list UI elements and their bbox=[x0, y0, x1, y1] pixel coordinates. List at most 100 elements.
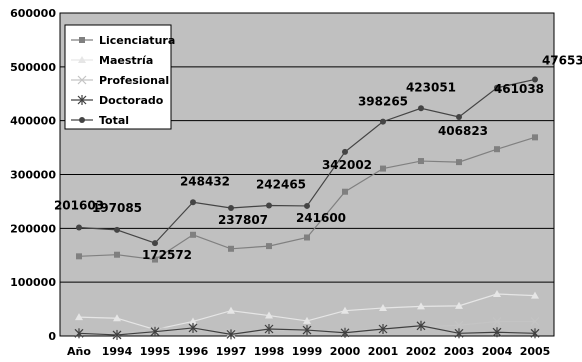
point-maestr-a-9 bbox=[417, 302, 425, 310]
legend-label-maestr-a: Maestría bbox=[99, 54, 153, 67]
point-total-3 bbox=[190, 199, 196, 206]
point-licenciatura-12 bbox=[532, 134, 538, 141]
y-tick-label-1: 100000 bbox=[10, 276, 56, 289]
point-doctorado-1 bbox=[112, 329, 122, 340]
point-doctorado-6 bbox=[302, 325, 312, 336]
point-maestr-a-5 bbox=[265, 311, 273, 319]
x-tick-label-9: 2002 bbox=[406, 345, 437, 358]
point-licenciatura-9 bbox=[418, 158, 424, 165]
legend-label-profesional: Profesional bbox=[99, 74, 169, 87]
y-axis-ticks: 0 100000 200000 300000 400000 500000 600000 bbox=[10, 7, 56, 343]
point-total-4 bbox=[228, 204, 234, 211]
legend-label-total: Total bbox=[99, 114, 129, 127]
point-profesional-11 bbox=[492, 317, 502, 326]
point-maestr-a-4 bbox=[227, 306, 235, 314]
point-maestr-a-12 bbox=[531, 291, 539, 299]
point-licenciatura-8 bbox=[380, 165, 386, 172]
point-doctorado-7 bbox=[340, 327, 350, 338]
legend-marker-licenciatura bbox=[79, 37, 85, 43]
point-maestr-a-1 bbox=[113, 314, 121, 322]
x-tick-label-1: 1994 bbox=[102, 345, 133, 358]
legend-marker-profesional bbox=[77, 75, 87, 85]
y-tick-label-6: 600000 bbox=[10, 7, 56, 20]
legend-marker-maestr-a bbox=[78, 56, 86, 63]
point-total-7 bbox=[342, 148, 348, 155]
point-licenciatura-6 bbox=[304, 234, 310, 241]
point-total-1 bbox=[114, 226, 120, 233]
data-label-8: 398265 bbox=[358, 95, 408, 109]
point-doctorado-9 bbox=[416, 320, 426, 331]
point-profesional-11-b bbox=[492, 317, 502, 326]
point-total-2 bbox=[152, 240, 158, 247]
data-label-9: 423051 bbox=[406, 80, 456, 94]
legend: Licenciatura Maestría Profesional Doctorado… bbox=[64, 24, 175, 130]
x-tick-label-11: 2004 bbox=[482, 345, 513, 358]
y-tick-label-4: 400000 bbox=[10, 115, 56, 128]
x-tick-label-10: 2003 bbox=[444, 345, 475, 358]
point-profesional-10-b bbox=[454, 320, 464, 330]
point-total-8 bbox=[380, 118, 386, 125]
data-label-4: 237807 bbox=[218, 213, 268, 227]
data-label-5: 242465 bbox=[256, 177, 306, 191]
point-licenciatura-7 bbox=[342, 188, 348, 195]
point-maestr-a-11 bbox=[493, 290, 501, 298]
point-doctorado-2 bbox=[150, 326, 160, 337]
data-label-7: 342002 bbox=[322, 158, 372, 172]
point-total-0 bbox=[76, 224, 82, 231]
point-total-6 bbox=[304, 202, 310, 209]
data-label-6: 241600 bbox=[296, 211, 346, 225]
point-maestr-a-3 bbox=[189, 317, 197, 325]
point-profesional-12-b bbox=[530, 317, 540, 326]
point-total-9 bbox=[418, 105, 424, 112]
legend-label-licenciatura: Licenciatura bbox=[99, 34, 175, 47]
x-tick-label-8: 2001 bbox=[368, 345, 399, 358]
point-maestr-a-6 bbox=[303, 316, 311, 324]
point-maestr-a-7 bbox=[341, 306, 349, 314]
point-licenciatura-5 bbox=[266, 243, 272, 250]
point-doctorado-4 bbox=[226, 329, 236, 340]
x-tick-label-7: 2000 bbox=[330, 345, 361, 358]
y-tick-label-3: 300000 bbox=[10, 169, 56, 182]
legend-marker-total bbox=[79, 117, 85, 123]
data-label-12: 476538 bbox=[542, 53, 582, 67]
x-tick-label-5: 1998 bbox=[254, 345, 285, 358]
point-licenciatura-2 bbox=[152, 256, 158, 263]
y-tick-label-2: 200000 bbox=[10, 222, 56, 235]
data-label-0: 201603 bbox=[54, 198, 104, 212]
legend-marker-profesional-b bbox=[77, 75, 87, 85]
x-tick-label-0: Año bbox=[67, 345, 91, 358]
point-licenciatura-0 bbox=[76, 253, 82, 260]
x-tick-label-2: 1995 bbox=[140, 345, 171, 358]
point-doctorado-0 bbox=[74, 328, 84, 339]
point-licenciatura-3 bbox=[190, 231, 196, 238]
point-doctorado-10 bbox=[454, 328, 464, 339]
point-licenciatura-10 bbox=[456, 159, 462, 166]
x-tick-label-4: 1997 bbox=[216, 345, 247, 358]
x-tick-label-3: 1996 bbox=[178, 345, 209, 358]
data-label-3: 248432 bbox=[180, 174, 230, 188]
point-doctorado-8 bbox=[378, 324, 388, 335]
y-tick-label-5: 500000 bbox=[10, 61, 56, 74]
x-tick-label-6: 1999 bbox=[292, 345, 323, 358]
x-axis-ticks: Año 1994 1995 1996 1997 1998 1999 2000 2001 2002 2… bbox=[67, 345, 550, 358]
point-doctorado-12 bbox=[530, 328, 540, 339]
point-licenciatura-11 bbox=[494, 146, 500, 153]
data-label-11: 461038 bbox=[494, 82, 544, 96]
y-tick-label-0: 0 bbox=[48, 330, 56, 343]
point-profesional-12 bbox=[530, 317, 540, 326]
point-maestr-a-8 bbox=[379, 304, 387, 312]
x-tick-label-12: 2005 bbox=[520, 345, 551, 358]
point-total-10 bbox=[456, 113, 462, 120]
point-maestr-a-0 bbox=[75, 313, 83, 321]
point-doctorado-11 bbox=[492, 327, 502, 338]
point-profesional-10 bbox=[454, 320, 464, 330]
point-total-11 bbox=[494, 84, 500, 91]
data-label-2: 172572 bbox=[142, 248, 192, 262]
data-label-10: 406823 bbox=[438, 124, 488, 138]
point-doctorado-5 bbox=[264, 324, 274, 335]
point-licenciatura-4 bbox=[228, 245, 234, 252]
point-doctorado-3 bbox=[188, 322, 198, 333]
